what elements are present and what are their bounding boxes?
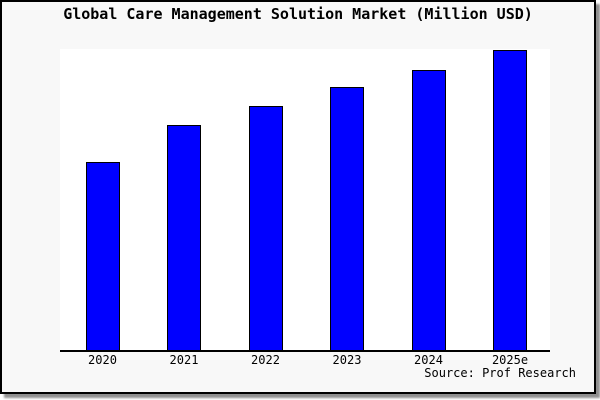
bar-2024 (411, 69, 446, 350)
bar-2023 (330, 87, 364, 350)
x-tick-2023: 2023 (332, 353, 362, 367)
chart-title: Global Care Management Solution Market (… (63, 5, 533, 23)
source-caption: Source: Prof Research (424, 366, 576, 380)
bar-2025e (493, 49, 527, 350)
x-tick-2020: 2020 (88, 353, 117, 367)
bar-2021 (167, 124, 201, 350)
x-tick-2022: 2022 (251, 353, 280, 367)
x-tick-2025e: 2025e (491, 353, 529, 367)
x-tick-2024: 2024 (414, 353, 443, 367)
bar-2020 (85, 161, 120, 350)
plot-area (60, 49, 550, 352)
bar-2022 (248, 106, 283, 350)
x-tick-2021: 2021 (169, 353, 199, 367)
